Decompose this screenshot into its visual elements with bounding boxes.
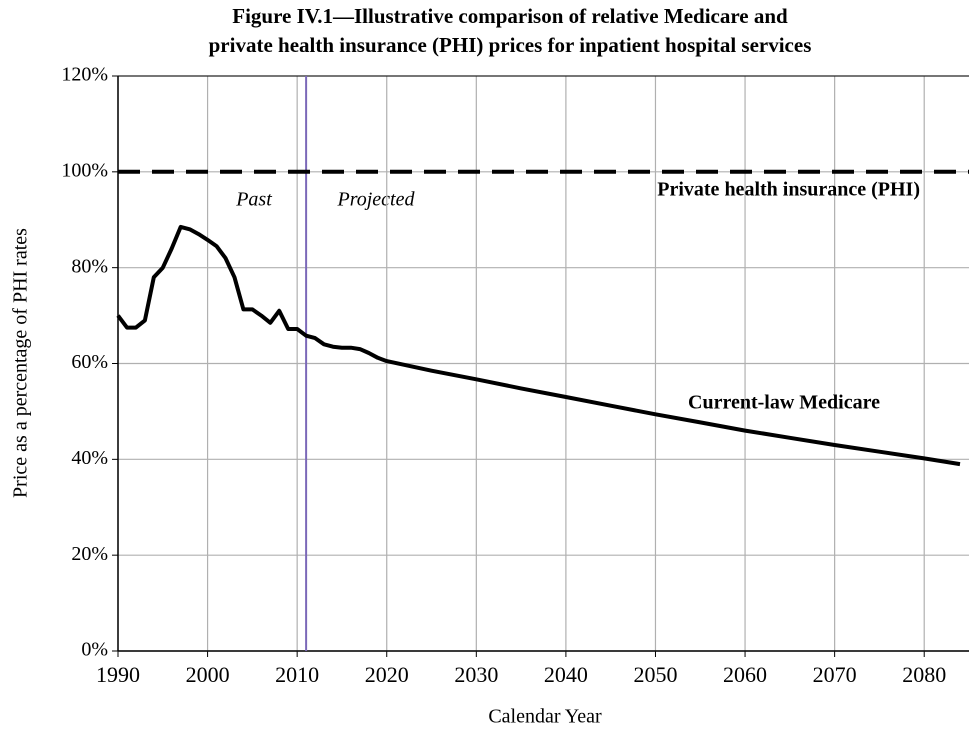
y-tick-label: 100% (61, 159, 108, 181)
chart-title: Figure IV.1—Illustrative comparison of r… (232, 4, 788, 28)
x-tick-label: 2040 (544, 662, 588, 687)
y-tick-label: 120% (61, 64, 108, 86)
x-axis-label: Calendar Year (488, 706, 602, 728)
y-tick-label: 40% (71, 447, 108, 469)
x-tick-label: 2020 (365, 662, 409, 687)
chart-title: private health insurance (PHI) prices fo… (209, 33, 812, 57)
x-tick-label: 2080 (902, 662, 946, 687)
y-tick-label: 0% (81, 639, 108, 661)
x-tick-label: 2050 (633, 662, 677, 687)
x-tick-label: 2060 (723, 662, 767, 687)
y-axis-label: Price as a percentage of PHI rates (10, 228, 32, 498)
x-tick-label: 2030 (454, 662, 498, 687)
x-tick-label: 2070 (813, 662, 857, 687)
x-tick-label: 2000 (186, 662, 230, 687)
annotation: Past (235, 189, 272, 211)
y-tick-label: 20% (71, 543, 108, 565)
x-tick-label: 2010 (275, 662, 319, 687)
series-line (116, 224, 961, 467)
y-tick-label: 80% (71, 255, 108, 277)
y-tick-label: 60% (71, 351, 108, 373)
x-tick-label: 1990 (96, 662, 140, 687)
series-label: Current-law Medicare (688, 392, 880, 414)
annotation: Projected (336, 189, 415, 211)
series-label: Private health insurance (PHI) (657, 179, 920, 201)
